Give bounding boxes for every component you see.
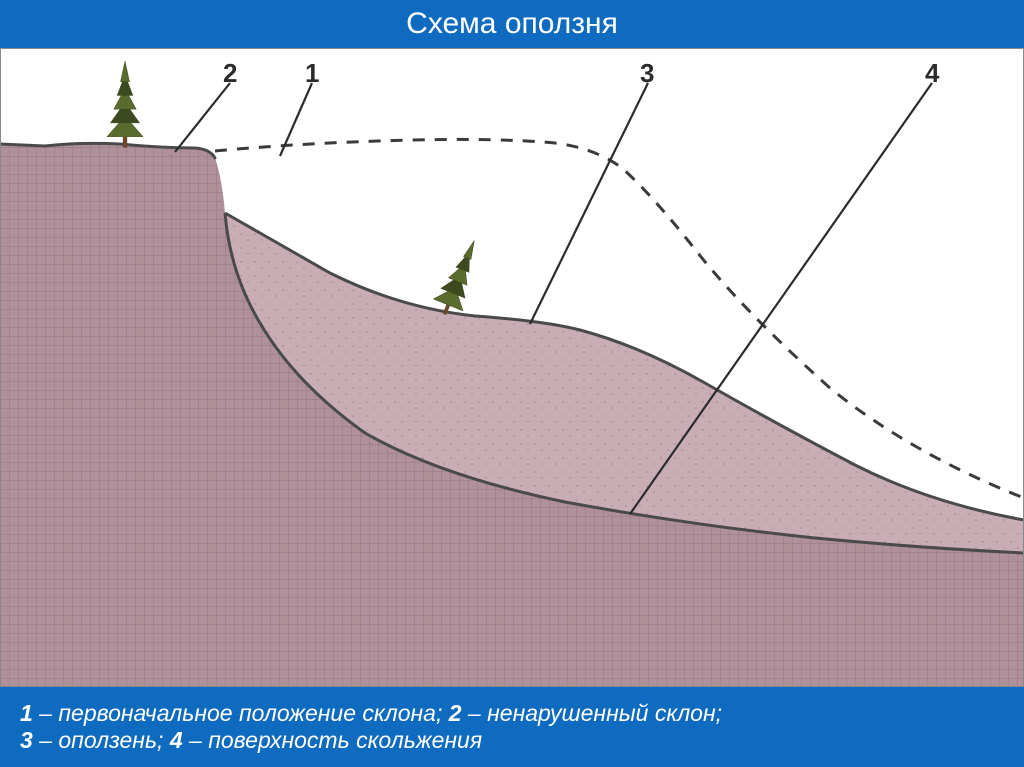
label-2: 2: [223, 58, 237, 89]
legend-line-1: 1 – первоначальное положение склона; 2 –…: [20, 700, 1004, 727]
landslide-diagram: 1 2 3 4: [0, 48, 1024, 687]
header-bar: Схема оползня: [0, 0, 1024, 48]
diagram-svg: [0, 48, 1024, 687]
label-1: 1: [305, 58, 319, 89]
legend-line-2: 3 – оползень; 4 – поверхность скольжения: [20, 727, 1004, 754]
legend-footer: 1 – первоначальное положение склона; 2 –…: [0, 687, 1024, 767]
label-4: 4: [925, 58, 939, 89]
label-3: 3: [640, 58, 654, 89]
page-title: Схема оползня: [406, 7, 618, 41]
